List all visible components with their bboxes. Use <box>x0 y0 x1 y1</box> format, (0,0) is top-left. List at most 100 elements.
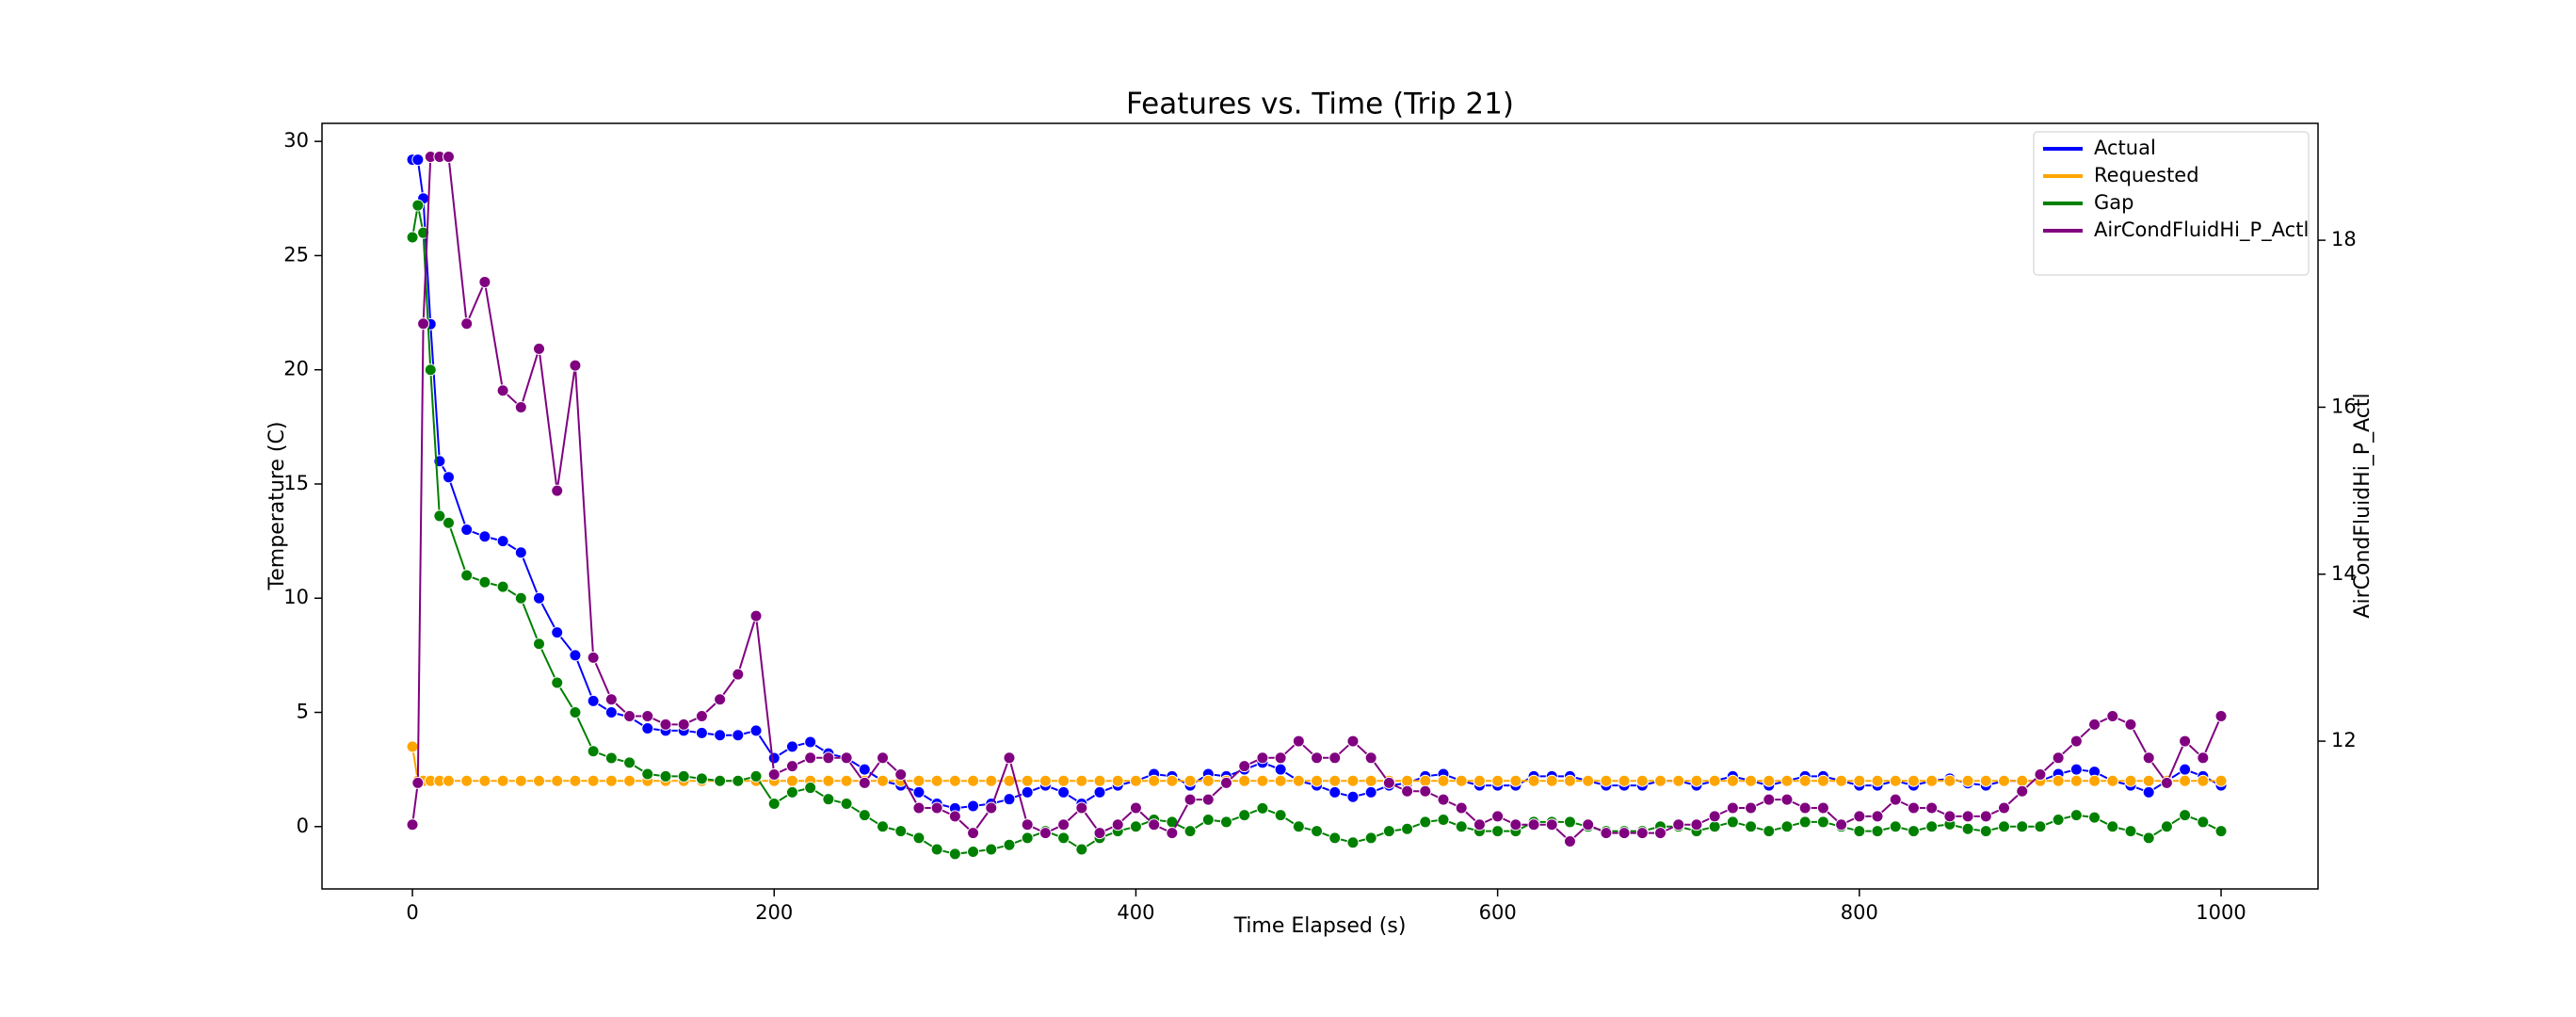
data-point <box>912 774 926 787</box>
data-point <box>2052 774 2065 787</box>
data-point <box>569 706 582 719</box>
data-point <box>1635 774 1649 787</box>
data-point <box>478 774 491 787</box>
data-point <box>514 774 527 787</box>
data-point <box>1763 774 1776 787</box>
data-point <box>1311 825 1324 838</box>
data-point <box>1509 818 1522 831</box>
data-point <box>406 231 419 244</box>
data-point <box>1907 825 1920 838</box>
legend-label: AirCondFluidHi_P_Actl <box>2094 218 2309 242</box>
data-point <box>1328 785 1342 799</box>
data-point <box>1419 815 1432 829</box>
data-point <box>1455 820 1468 833</box>
data-point <box>714 729 727 742</box>
data-point <box>677 769 690 783</box>
data-point <box>1183 825 1197 838</box>
data-point <box>1219 776 1232 789</box>
data-point <box>1021 774 1034 787</box>
data-point <box>767 798 781 811</box>
data-point <box>858 809 871 822</box>
data-point <box>1745 801 1758 815</box>
data-point <box>1871 810 1884 823</box>
data-point <box>1057 818 1071 831</box>
data-point <box>1346 836 1360 849</box>
data-point <box>1835 818 1848 831</box>
data-point <box>2179 763 2192 776</box>
data-point <box>1148 818 1161 831</box>
data-point <box>604 774 618 787</box>
data-point <box>1382 776 1395 789</box>
data-point <box>1853 774 1866 787</box>
data-point <box>2034 768 2047 782</box>
data-point <box>894 768 908 782</box>
data-point <box>442 471 455 484</box>
data-point <box>1346 790 1360 803</box>
data-point <box>1148 774 1161 787</box>
data-point <box>1816 801 1829 815</box>
x-tick-label: 0 <box>406 901 418 924</box>
data-point <box>822 751 835 765</box>
data-point <box>1038 827 1052 840</box>
data-point <box>411 153 425 167</box>
x-axis-label: Time Elapsed (s) <box>1233 914 1407 938</box>
data-point <box>1726 774 1739 787</box>
data-point <box>2214 825 2228 838</box>
data-point <box>877 751 890 765</box>
data-point <box>1075 774 1088 787</box>
data-point <box>732 668 745 681</box>
data-point <box>1491 825 1505 838</box>
data-point <box>749 609 763 622</box>
data-point <box>406 740 419 753</box>
data-point <box>659 718 672 731</box>
data-point <box>912 831 926 845</box>
data-point <box>2214 774 2228 787</box>
data-point <box>1256 801 1269 815</box>
data-point <box>858 763 871 776</box>
data-point <box>1907 774 1920 787</box>
data-point <box>641 721 654 734</box>
data-point <box>1745 774 1758 787</box>
y2-tick-label: 16 <box>2331 395 2357 417</box>
data-point <box>2124 718 2137 731</box>
data-point <box>533 638 546 651</box>
data-point <box>1961 774 1974 787</box>
data-point <box>785 785 798 799</box>
data-point <box>514 400 527 413</box>
data-point <box>1816 774 1829 787</box>
data-point <box>732 774 745 787</box>
data-point <box>1563 774 1576 787</box>
data-point <box>1274 763 1287 776</box>
data-point <box>1600 827 1613 840</box>
data-point <box>1166 774 1179 787</box>
data-point <box>2197 815 2210 829</box>
data-point <box>1129 774 1142 787</box>
data-point <box>496 774 509 787</box>
data-point <box>930 801 943 815</box>
data-point <box>1998 801 2011 815</box>
data-point <box>533 342 546 355</box>
y2-tick-label: 18 <box>2331 228 2357 250</box>
data-point <box>767 751 781 765</box>
data-point <box>551 484 564 497</box>
data-point <box>1998 774 2011 787</box>
data-point <box>2179 774 2192 787</box>
data-point <box>1853 825 1866 838</box>
data-point <box>1256 774 1269 787</box>
y-tick-label: 15 <box>283 472 309 494</box>
data-point <box>858 776 871 789</box>
y2-axis-label: AirCondFluidHi_P_Actl <box>2351 393 2375 618</box>
data-point <box>424 363 437 377</box>
data-point <box>1003 838 1016 851</box>
data-point <box>1816 815 1829 829</box>
data-point <box>1708 774 1721 787</box>
data-point <box>804 735 817 749</box>
data-point <box>1618 827 1631 840</box>
data-point <box>533 591 546 605</box>
data-point <box>2197 774 2210 787</box>
data-point <box>1798 801 1811 815</box>
data-point <box>1021 831 1034 845</box>
data-point <box>714 693 727 706</box>
